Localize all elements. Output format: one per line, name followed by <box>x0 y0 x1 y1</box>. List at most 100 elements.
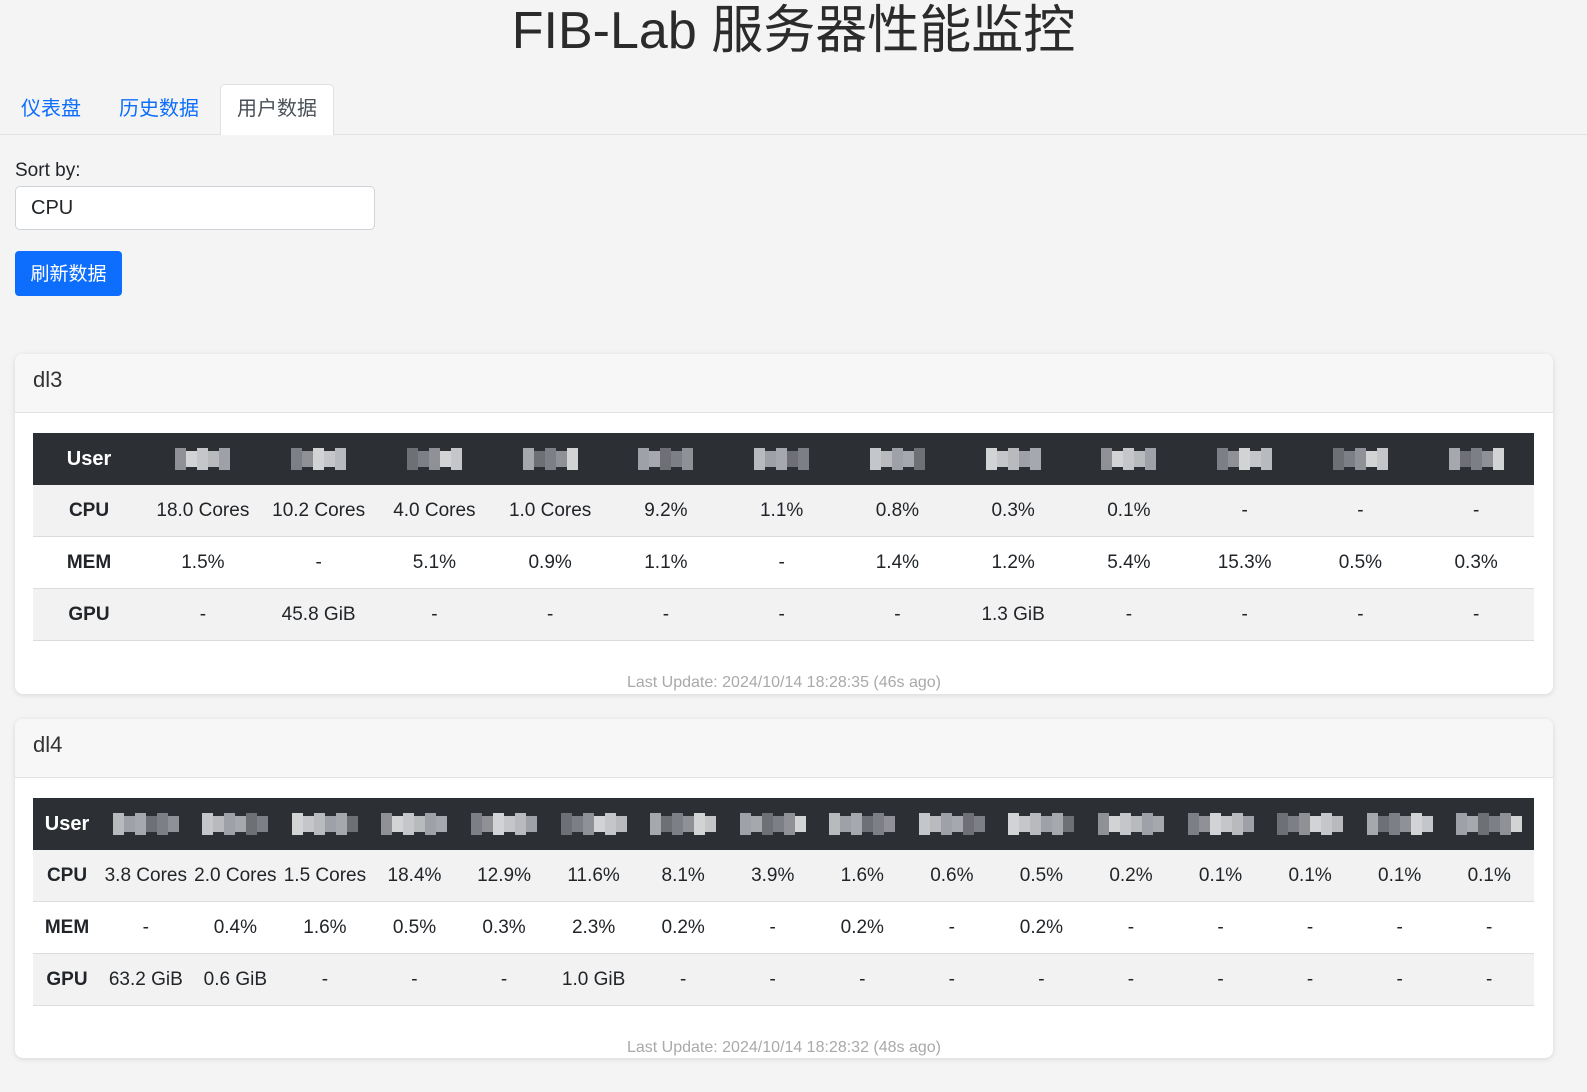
usage-cell: 2.3% <box>548 901 639 954</box>
row-label: MEM <box>33 901 101 954</box>
usage-cell: 0.6% <box>907 850 997 902</box>
usage-cell: 12.9% <box>459 850 549 902</box>
sort-select[interactable]: CPU <box>15 186 375 230</box>
usage-cell: 0.2% <box>996 901 1087 954</box>
usage-cell: - <box>907 901 997 954</box>
redacted-username-pixels <box>1097 813 1164 836</box>
usage-cell: 0.3% <box>459 901 549 954</box>
usage-cell: - <box>1444 901 1534 954</box>
usage-cell: - <box>1302 485 1419 537</box>
sort-label: Sort by: <box>15 160 81 181</box>
redacted-username-pixels <box>1008 813 1075 836</box>
usage-cell: 0.5% <box>1302 536 1419 589</box>
usage-cell: 18.0 Cores <box>145 485 261 537</box>
usage-cell: - <box>1071 588 1187 641</box>
redacted-username <box>839 433 956 485</box>
usage-cell: 2.0 Cores <box>190 850 281 902</box>
tab-dashboard[interactable]: 仪表盘 <box>21 98 81 120</box>
redacted-username-pixels <box>918 813 985 836</box>
usage-cell: 0.3% <box>955 485 1071 537</box>
row-label: GPU <box>33 953 101 1006</box>
user-usage-table: User CPU 3.8 Cores 2.0 Cores 1.5 Cores 18.4%… <box>33 798 1534 1006</box>
row-label: MEM <box>33 536 145 589</box>
redacted-username <box>608 433 724 485</box>
redacted-username <box>955 433 1071 485</box>
usage-cell: 3.9% <box>727 850 818 902</box>
redacted-username-pixels <box>754 448 810 471</box>
user-usage-table: User CPU 18.0 Cores 10.2 Cores 4.0 Cores 1.0… <box>33 433 1534 641</box>
redacted-username <box>817 798 908 850</box>
redacted-username-pixels <box>1187 813 1254 836</box>
usage-cell: 0.2% <box>1086 850 1176 902</box>
usage-cell: 5.4% <box>1071 536 1187 589</box>
usage-cell: 5.1% <box>376 536 493 589</box>
usage-cell: 0.2% <box>638 901 728 954</box>
redacted-username <box>723 433 840 485</box>
refresh-button[interactable]: 刷新数据 <box>15 251 122 296</box>
table-row: CPU 3.8 Cores 2.0 Cores 1.5 Cores 18.4% 12.9%… <box>33 850 1534 902</box>
redacted-username <box>1175 798 1266 850</box>
usage-cell: 0.5% <box>369 901 460 954</box>
usage-cell: - <box>1354 901 1445 954</box>
usage-cell: 63.2 GiB <box>101 953 191 1006</box>
usage-cell: 1.4% <box>839 536 956 589</box>
usage-cell: - <box>839 588 956 641</box>
redacted-username <box>907 798 997 850</box>
usage-cell: - <box>1444 953 1534 1006</box>
server-card-dl4: dl4 User CPU 3.8 Cores 2.0 Cores 1.5 Cores 1… <box>15 719 1553 1058</box>
redacted-username <box>1354 798 1445 850</box>
usage-cell: 4.0 Cores <box>376 485 493 537</box>
redacted-username <box>369 798 460 850</box>
redacted-username <box>280 798 370 850</box>
usage-cell: - <box>608 588 724 641</box>
redacted-username-pixels <box>1332 448 1388 471</box>
usage-cell: 1.1% <box>608 536 724 589</box>
redacted-username-pixels <box>1448 448 1504 471</box>
usage-cell: - <box>723 536 840 589</box>
redacted-username-pixels <box>1101 448 1157 471</box>
usage-cell: - <box>1418 588 1534 641</box>
tab-history[interactable]: 历史数据 <box>119 98 199 120</box>
table-row: MEM 1.5% -5.1% 0.9% 1.1% -1.4% 1.2% 5.4% 15.3% 0.… <box>33 536 1534 589</box>
usage-cell: - <box>260 536 377 589</box>
redacted-username <box>638 798 728 850</box>
redacted-username <box>492 433 608 485</box>
server-card-dl3: dl3 User CPU 18.0 Cores 10.2 Cores 4.0 Core… <box>15 354 1553 694</box>
redacted-username <box>1086 798 1176 850</box>
redacted-username-pixels <box>829 813 896 836</box>
redacted-username-pixels <box>985 448 1041 471</box>
redacted-username-pixels <box>650 813 717 836</box>
usage-cell: - <box>1175 901 1266 954</box>
usage-cell: - <box>101 901 191 954</box>
redacted-username <box>1071 433 1187 485</box>
usage-cell: 15.3% <box>1186 536 1303 589</box>
row-label: GPU <box>33 588 145 641</box>
redacted-username <box>996 798 1087 850</box>
tab-user-data[interactable]: 用户数据 <box>220 84 334 135</box>
usage-cell: 1.6% <box>817 850 908 902</box>
tab-bar: 仪表盘 历史数据 用户数据 <box>0 84 1587 135</box>
usage-cell: 0.6 GiB <box>190 953 281 1006</box>
usage-cell: - <box>459 953 549 1006</box>
usage-cell: 8.1% <box>638 850 728 902</box>
redacted-username-pixels <box>869 448 925 471</box>
usage-cell: 1.5% <box>145 536 261 589</box>
usage-cell: 1.3 GiB <box>955 588 1071 641</box>
usage-cell: - <box>996 953 1087 1006</box>
redacted-username <box>459 798 549 850</box>
redacted-username <box>1302 433 1419 485</box>
usage-cell: 0.2% <box>817 901 908 954</box>
redacted-username <box>260 433 377 485</box>
table-row: CPU 18.0 Cores 10.2 Cores 4.0 Cores 1.0 Core… <box>33 485 1534 537</box>
redacted-username <box>190 798 281 850</box>
redacted-username-pixels <box>1277 813 1344 836</box>
table-row: GPU 63.2 GiB 0.6 GiB - - -1.0 GiB - - - - - - - - - - <box>33 953 1534 1006</box>
user-header: User <box>33 798 101 850</box>
usage-cell: 0.5% <box>996 850 1087 902</box>
usage-cell: 0.1% <box>1444 850 1534 902</box>
user-header: User <box>33 433 145 485</box>
table-row: GPU -45.8 GiB - - - - -1.3 GiB - - - - <box>33 588 1534 641</box>
redacted-username-pixels <box>560 813 627 836</box>
usage-cell: 45.8 GiB <box>260 588 377 641</box>
usage-cell: 18.4% <box>369 850 460 902</box>
